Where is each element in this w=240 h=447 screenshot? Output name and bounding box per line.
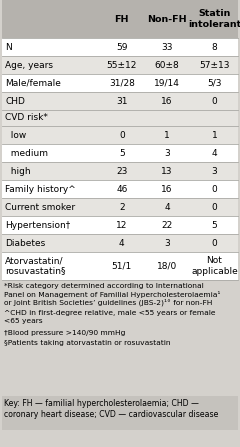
Text: Age, years: Age, years xyxy=(5,60,53,69)
Text: medium: medium xyxy=(5,148,48,157)
Text: 60±8: 60±8 xyxy=(155,60,180,69)
Bar xyxy=(2,144,238,162)
Text: 3: 3 xyxy=(211,166,217,176)
Text: *Risk category determined according to International
Panel on Management of Fami: *Risk category determined according to I… xyxy=(4,283,220,307)
Text: 31: 31 xyxy=(116,97,127,105)
Text: †Blood pressure >140/90 mmHg: †Blood pressure >140/90 mmHg xyxy=(4,329,125,336)
Text: CVD risk*: CVD risk* xyxy=(5,114,48,122)
Text: N: N xyxy=(5,42,12,51)
Bar xyxy=(2,198,238,216)
Text: FH: FH xyxy=(114,14,129,24)
Text: 0: 0 xyxy=(211,202,217,211)
Text: 16: 16 xyxy=(162,97,173,105)
Text: 46: 46 xyxy=(116,185,127,194)
Text: 16: 16 xyxy=(162,185,173,194)
Text: 13: 13 xyxy=(162,166,173,176)
Text: 0: 0 xyxy=(211,239,217,248)
Text: 1: 1 xyxy=(164,131,170,139)
Text: 4: 4 xyxy=(212,148,217,157)
Bar xyxy=(2,252,238,280)
Text: 3: 3 xyxy=(164,239,170,248)
Bar xyxy=(2,38,238,56)
Text: 18/0: 18/0 xyxy=(157,261,177,270)
Bar xyxy=(2,92,238,110)
Text: §Patients taking atorvastatin or rosuvastatin: §Patients taking atorvastatin or rosuvas… xyxy=(4,340,171,346)
Text: Male/female: Male/female xyxy=(5,79,61,88)
Text: 51/1: 51/1 xyxy=(112,261,132,270)
Bar xyxy=(2,390,238,396)
Text: 8: 8 xyxy=(211,42,217,51)
Bar xyxy=(2,74,238,92)
Text: 33: 33 xyxy=(162,42,173,51)
Text: CHD: CHD xyxy=(5,97,25,105)
Text: Non-FH: Non-FH xyxy=(147,14,187,24)
Text: 0: 0 xyxy=(211,97,217,105)
Text: 0: 0 xyxy=(211,185,217,194)
Text: ^CHD in first-degree relative, male <55 years or female
<65 years: ^CHD in first-degree relative, male <55 … xyxy=(4,311,216,324)
Bar xyxy=(2,0,238,38)
Text: 5/3: 5/3 xyxy=(207,79,222,88)
Text: 59: 59 xyxy=(116,42,127,51)
Text: 31/28: 31/28 xyxy=(109,79,135,88)
Text: 5: 5 xyxy=(119,148,125,157)
Text: Family history^: Family history^ xyxy=(5,185,76,194)
Text: 0: 0 xyxy=(119,131,125,139)
Text: low: low xyxy=(5,131,26,139)
Text: 4: 4 xyxy=(164,202,170,211)
Text: 23: 23 xyxy=(116,166,127,176)
Text: Atorvastatin/
rosuvastatin§: Atorvastatin/ rosuvastatin§ xyxy=(5,257,66,275)
Text: 4: 4 xyxy=(119,239,125,248)
Text: 19/14: 19/14 xyxy=(154,79,180,88)
Bar xyxy=(2,216,238,234)
Text: 55±12: 55±12 xyxy=(107,60,137,69)
Bar xyxy=(2,110,238,126)
Bar xyxy=(2,126,238,144)
Text: 12: 12 xyxy=(116,220,127,229)
Bar xyxy=(2,162,238,180)
Text: Diabetes: Diabetes xyxy=(5,239,45,248)
Text: 5: 5 xyxy=(211,220,217,229)
Text: 57±13: 57±13 xyxy=(199,60,230,69)
Text: high: high xyxy=(5,166,31,176)
Bar xyxy=(2,234,238,252)
Text: 1: 1 xyxy=(211,131,217,139)
Text: Current smoker: Current smoker xyxy=(5,202,75,211)
Bar xyxy=(2,280,238,390)
Text: 3: 3 xyxy=(164,148,170,157)
Text: Hypertension†: Hypertension† xyxy=(5,220,70,229)
Bar xyxy=(2,396,238,430)
Bar xyxy=(2,56,238,74)
Text: Key: FH — familial hypercholesterolaemia; CHD —
coronary heart disease; CVD — ca: Key: FH — familial hypercholesterolaemia… xyxy=(4,399,218,419)
Bar xyxy=(2,180,238,198)
Text: 2: 2 xyxy=(119,202,125,211)
Text: Statin
intolerant: Statin intolerant xyxy=(188,9,240,29)
Text: Not
applicable: Not applicable xyxy=(191,257,238,275)
Text: 22: 22 xyxy=(162,220,173,229)
